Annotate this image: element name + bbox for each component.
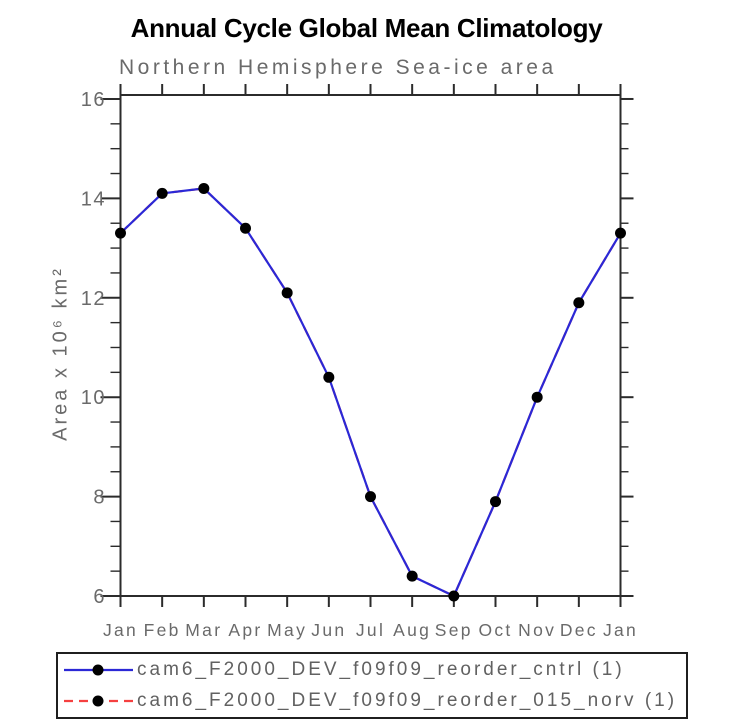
legend-item-cntrl: cam6_F2000_DEV_f09f09_reorder_cntrl (1) <box>63 655 686 685</box>
x-tick-label: Feb <box>144 620 181 640</box>
y-tick-label: 6 <box>93 586 106 608</box>
legend-item-norv: cam6_F2000_DEV_f09f09_reorder_015_norv (… <box>63 686 686 716</box>
x-tick-label: Aug <box>393 620 431 640</box>
x-tick-label: Jul <box>356 620 385 640</box>
data-point <box>365 491 376 503</box>
x-tick-label: Jun <box>311 620 346 640</box>
x-tick-label: Mar <box>185 620 222 640</box>
x-tick-label: Jan <box>103 620 138 640</box>
data-point <box>240 222 251 234</box>
axis-ticks <box>100 84 634 607</box>
legend-label-norv: cam6_F2000_DEV_f09f09_reorder_015_norv (… <box>137 690 678 711</box>
data-point <box>156 187 168 199</box>
x-tick-label: May <box>267 620 307 640</box>
x-tick-label: Sep <box>435 620 473 640</box>
legend-box: cam6_F2000_DEV_f09f09_reorder_cntrl (1) … <box>56 652 688 719</box>
y-tick-label: 12 <box>81 288 106 310</box>
x-tick-label: Oct <box>478 620 512 640</box>
data-point <box>615 227 626 239</box>
data-point <box>406 570 418 582</box>
legend-dashed-line-sample <box>64 695 133 707</box>
y-tick-label: 14 <box>81 188 106 210</box>
data-point <box>281 287 293 299</box>
series-line-cntrl <box>119 187 622 598</box>
data-point <box>490 496 501 508</box>
y-tick-label: 16 <box>81 89 106 111</box>
x-tick-label: Dec <box>560 620 598 640</box>
legend-label-cntrl: cam6_F2000_DEV_f09f09_reorder_cntrl (1) <box>137 659 625 680</box>
plot-frame <box>119 94 622 597</box>
chart-subtitle: Northern Hemisphere Sea-ice area <box>119 56 557 79</box>
data-point <box>115 227 126 239</box>
y-tick-label: 10 <box>81 387 106 409</box>
data-point <box>323 371 335 383</box>
plot-area: 6 8 10 12 14 16 Jan Feb Mar Apr May Jun Jul Aug Sep Oct… <box>81 84 638 640</box>
data-point <box>448 590 460 602</box>
chart-title: Annual Cycle Global Mean Climatology <box>130 13 603 43</box>
data-point <box>198 182 210 194</box>
series-line-norv <box>119 187 622 598</box>
x-tick-label: Nov <box>518 620 556 640</box>
data-point <box>531 391 543 403</box>
x-tick-label: Apr <box>228 620 262 640</box>
data-point <box>573 297 585 309</box>
x-tick-label: Jan <box>603 620 638 640</box>
legend-marker-dot <box>92 664 104 676</box>
legend-solid-line-sample <box>64 664 133 676</box>
y-tick-label: 8 <box>93 487 106 509</box>
legend-marker-dot <box>92 695 104 707</box>
